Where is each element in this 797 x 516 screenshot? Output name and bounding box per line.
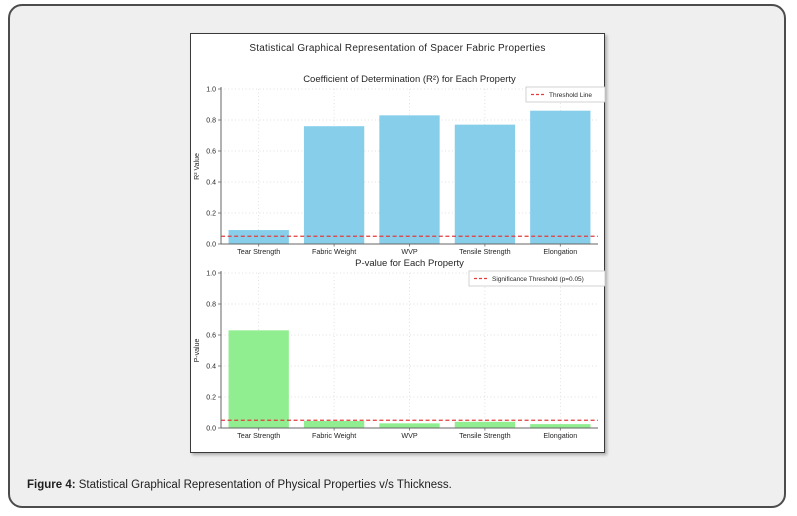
bar-elongation bbox=[530, 424, 591, 428]
legend-box bbox=[468, 270, 606, 287]
legend-label: Threshold Line bbox=[549, 92, 592, 99]
bar-fabric-weight bbox=[303, 126, 365, 244]
x-tick-label: WVP bbox=[401, 247, 418, 256]
caption-text: Statistical Graphical Representation of … bbox=[75, 479, 452, 491]
y-tick-label: 0.2 bbox=[206, 394, 216, 401]
figure-caption: Figure 4: Statistical Graphical Represen… bbox=[27, 479, 452, 491]
chart-title: P-value for Each Property bbox=[355, 258, 464, 269]
figure-suptitle: Statistical Graphical Representation of … bbox=[249, 43, 546, 54]
x-tick-label: Elongation bbox=[543, 247, 577, 256]
y-axis-label: P-value bbox=[194, 339, 201, 363]
bar-tear-strength bbox=[228, 230, 289, 244]
y-tick-label: 0.0 bbox=[206, 241, 216, 248]
y-tick-label: 1.0 bbox=[206, 86, 216, 93]
bar-fabric-weight bbox=[303, 421, 365, 428]
x-tick-label: Tear Strength bbox=[237, 431, 280, 440]
chart-title: Coefficient of Determination (R²) for Ea… bbox=[303, 74, 516, 85]
y-tick-label: 0.8 bbox=[206, 301, 216, 308]
x-tick-label: Fabric Weight bbox=[312, 247, 356, 256]
y-tick-label: 0.6 bbox=[206, 148, 216, 155]
y-axis-label: R² Value bbox=[194, 153, 201, 180]
y-tick-label: 0.8 bbox=[206, 117, 216, 124]
bar-tensile-strength bbox=[454, 124, 516, 244]
x-tick-label: Tensile Strength bbox=[459, 431, 511, 440]
y-tick-label: 1.0 bbox=[206, 270, 216, 277]
bar-elongation bbox=[530, 110, 591, 244]
figure-panel: Statistical Graphical Representation of … bbox=[190, 33, 606, 453]
bar-tensile-strength bbox=[454, 421, 516, 428]
legend-box bbox=[525, 86, 606, 103]
x-tick-label: Tensile Strength bbox=[459, 247, 511, 256]
x-tick-label: Elongation bbox=[543, 431, 577, 440]
y-tick-label: 0.4 bbox=[206, 179, 216, 186]
caption-label: Figure 4: bbox=[27, 479, 76, 491]
x-tick-label: Fabric Weight bbox=[312, 431, 356, 440]
x-tick-label: WVP bbox=[401, 431, 418, 440]
bar-wvp bbox=[379, 423, 440, 428]
bar-tear-strength bbox=[228, 330, 289, 428]
legend-label: Significance Threshold (p=0.05) bbox=[492, 276, 584, 283]
y-tick-label: 0.4 bbox=[206, 363, 216, 370]
y-tick-label: 0.2 bbox=[206, 210, 216, 217]
bar-wvp bbox=[379, 115, 440, 244]
statistics-charts: Coefficient of Determination (R²) for Ea… bbox=[194, 74, 606, 440]
y-tick-label: 0.6 bbox=[206, 332, 216, 339]
y-tick-label: 0.0 bbox=[206, 425, 216, 432]
x-tick-label: Tear Strength bbox=[237, 247, 280, 256]
